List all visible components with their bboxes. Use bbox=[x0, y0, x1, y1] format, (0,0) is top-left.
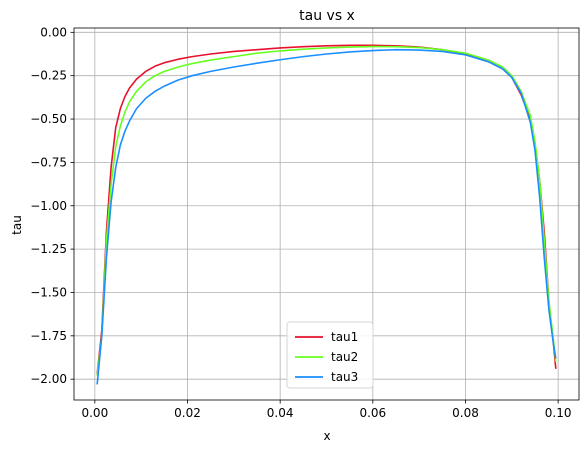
x-axis-label: x bbox=[323, 429, 330, 443]
y-tick-label: −2.00 bbox=[30, 372, 67, 386]
legend-label-tau1: tau1 bbox=[331, 330, 358, 344]
x-tick-label: 0.08 bbox=[452, 406, 479, 420]
series-layer bbox=[96, 44, 557, 385]
y-axis: 0.00 −0.25 −0.50 −0.75 −1.00 −1.25 −1.50 −1.75 −… bbox=[30, 25, 74, 386]
x-tick-label: 0.04 bbox=[267, 406, 294, 420]
y-tick-label: −1.00 bbox=[30, 199, 67, 213]
legend: tau1 tau2 tau3 bbox=[286, 321, 374, 389]
x-tick-label: 0.06 bbox=[359, 406, 386, 420]
chart-title: tau vs x bbox=[299, 8, 355, 24]
y-tick-label: −0.75 bbox=[30, 155, 67, 169]
x-tick-label: 0.00 bbox=[81, 406, 108, 420]
series-line-tau2 bbox=[96, 45, 557, 376]
y-tick-label: −1.25 bbox=[30, 242, 67, 256]
x-axis: 0.00 0.02 0.04 0.06 0.08 0.10 bbox=[81, 400, 572, 420]
y-tick-label: −0.25 bbox=[30, 69, 67, 83]
plot-frame bbox=[73, 27, 580, 401]
x-tick-label: 0.10 bbox=[545, 406, 572, 420]
y-tick-label: −0.50 bbox=[30, 112, 67, 126]
x-tick-label: 0.02 bbox=[174, 406, 201, 420]
legend-box bbox=[286, 321, 374, 389]
series-line-tau3 bbox=[96, 48, 557, 385]
y-tick-label: −1.50 bbox=[30, 285, 67, 299]
legend-label-tau2: tau2 bbox=[331, 350, 358, 364]
legend-label-tau3: tau3 bbox=[331, 370, 358, 384]
y-tick-label: 0.00 bbox=[40, 25, 67, 39]
y-axis-label: tau bbox=[10, 215, 24, 235]
y-tick-label: −1.75 bbox=[30, 329, 67, 343]
